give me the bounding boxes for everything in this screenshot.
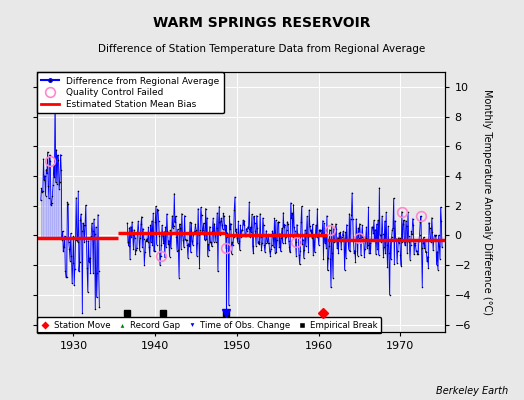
Legend: Station Move, Record Gap, Time of Obs. Change, Empirical Break: Station Move, Record Gap, Time of Obs. C… — [37, 318, 381, 333]
Text: WARM SPRINGS RESERVOIR: WARM SPRINGS RESERVOIR — [153, 16, 371, 30]
Text: Berkeley Earth: Berkeley Earth — [436, 386, 508, 396]
Y-axis label: Monthly Temperature Anomaly Difference (°C): Monthly Temperature Anomaly Difference (… — [482, 89, 492, 315]
Text: Difference of Station Temperature Data from Regional Average: Difference of Station Temperature Data f… — [99, 44, 425, 54]
